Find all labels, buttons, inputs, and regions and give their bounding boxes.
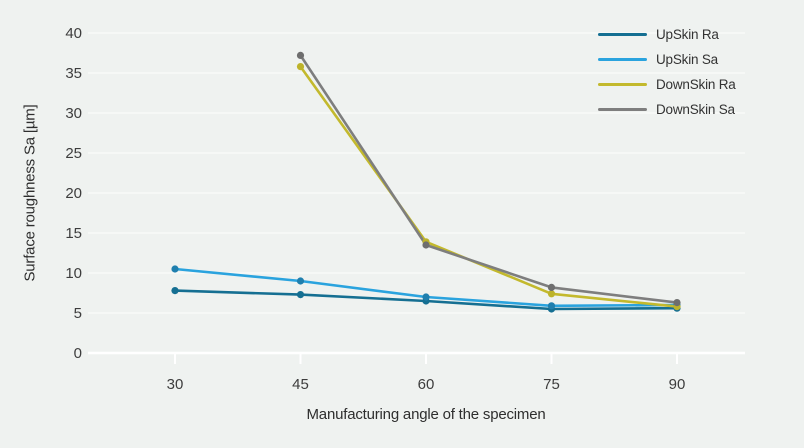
- y-tick-label: 35: [65, 65, 82, 82]
- x-tick-label: 45: [292, 376, 309, 393]
- data-point-upskin-sa: [296, 277, 305, 285]
- y-tick-label: 20: [65, 185, 82, 202]
- data-point-downskin-ra: [547, 290, 556, 298]
- data-point-downskin-sa: [296, 51, 305, 60]
- legend-swatch-upskin-sa: [598, 58, 647, 61]
- data-point-upskin-ra: [296, 291, 305, 299]
- x-tick-label: 90: [669, 376, 686, 393]
- legend-item-upskin-ra: UpSkin Ra: [598, 22, 736, 47]
- data-point-upskin-sa: [547, 302, 556, 310]
- series-line-downskin-ra: [299, 65, 679, 308]
- data-point-downskin-sa: [673, 299, 681, 307]
- legend-label-downskin-sa: DownSkin Sa: [656, 102, 735, 117]
- y-axis-title: Surface roughness Sa [µm]: [21, 104, 39, 282]
- y-tick-label: 5: [74, 305, 82, 322]
- legend-label-downskin-ra: DownSkin Ra: [656, 77, 736, 92]
- legend-item-downskin-ra: DownSkin Ra: [598, 72, 736, 97]
- legend-label-upskin-ra: UpSkin Ra: [656, 27, 719, 42]
- x-tick-label: 75: [543, 376, 560, 393]
- legend-swatch-downskin-ra: [598, 83, 647, 86]
- legend: UpSkin Ra UpSkin Sa DownSkin Ra DownSkin…: [598, 22, 736, 122]
- legend-label-upskin-sa: UpSkin Sa: [656, 52, 718, 67]
- data-point-downskin-sa: [422, 241, 430, 249]
- legend-item-upskin-sa: UpSkin Sa: [598, 47, 736, 72]
- x-axis-title: Manufacturing angle of the specimen: [306, 406, 546, 423]
- legend-swatch-upskin-ra: [598, 33, 647, 36]
- legend-swatch-downskin-sa: [598, 108, 647, 111]
- y-tick-label: 40: [65, 25, 82, 42]
- y-tick-label: 25: [65, 145, 82, 162]
- data-point-upskin-ra: [171, 287, 179, 295]
- y-tick-label: 10: [65, 265, 82, 282]
- x-tick-label: 30: [167, 376, 184, 393]
- data-point-downskin-sa: [547, 283, 556, 291]
- data-point-upskin-sa: [422, 293, 430, 301]
- legend-item-downskin-sa: DownSkin Sa: [598, 97, 736, 122]
- y-tick-label: 15: [65, 225, 82, 242]
- y-tick-label: 0: [74, 345, 82, 362]
- data-point-downskin-ra: [296, 63, 305, 71]
- y-tick-label: 30: [65, 105, 82, 122]
- x-tick-label: 60: [418, 376, 435, 393]
- series-line-downskin-sa: [299, 54, 679, 304]
- data-point-upskin-sa: [171, 265, 179, 273]
